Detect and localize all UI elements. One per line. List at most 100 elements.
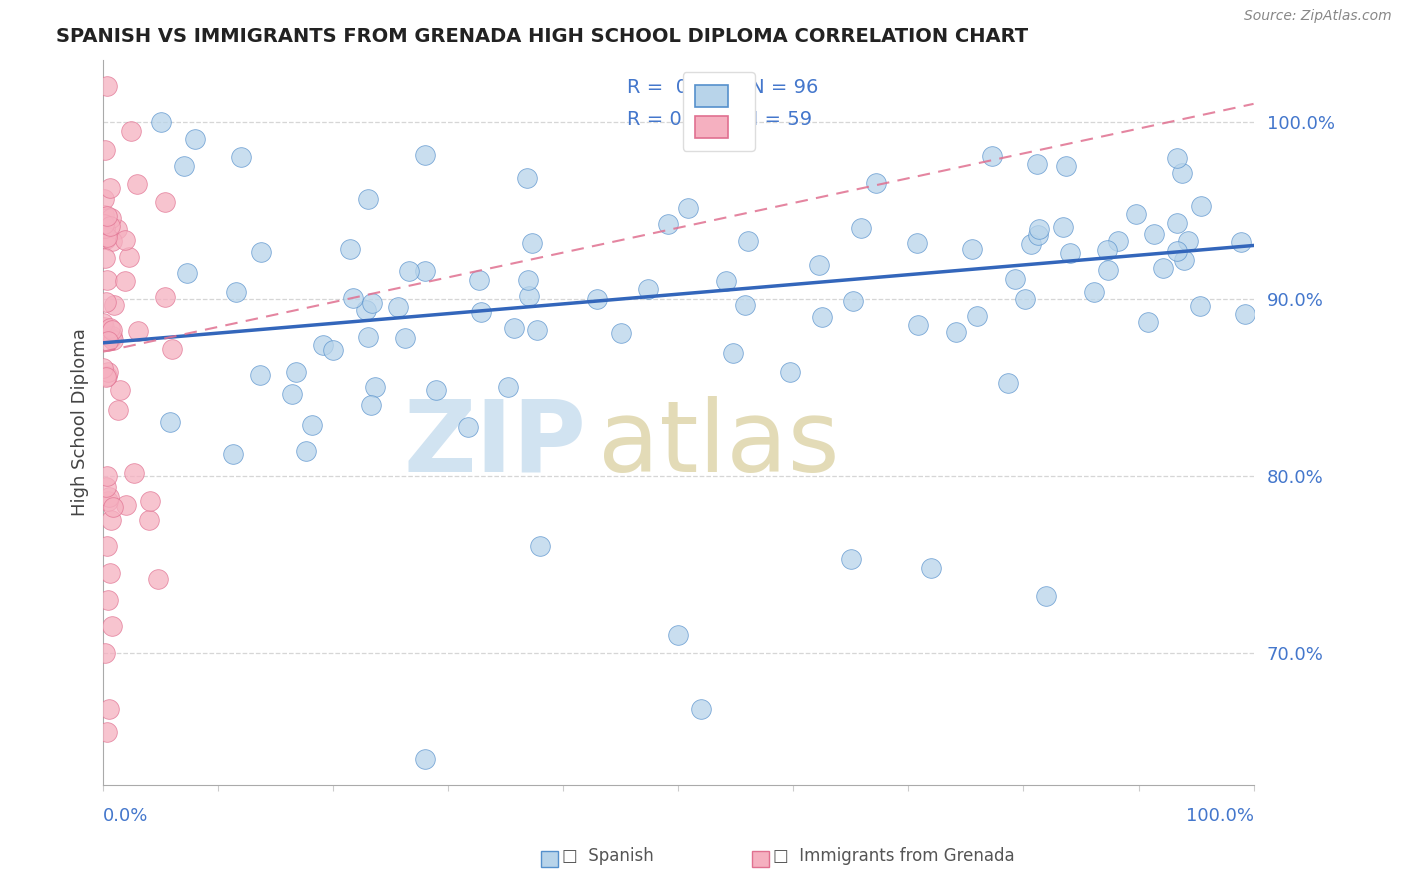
Point [94, 646, 117, 660]
Point [100, 323, 122, 337]
Point [966, 309, 988, 323]
Point [97, 365, 120, 379]
Point [361, 295, 384, 310]
Text: atlas: atlas [598, 396, 839, 492]
Point [520, 235, 543, 250]
Point [96, 540, 118, 554]
Point [609, 326, 631, 341]
Point [96, 79, 118, 94]
Point [312, 338, 335, 352]
Point [1234, 307, 1257, 321]
Point [339, 242, 361, 256]
Point [184, 132, 207, 146]
Point [1026, 157, 1049, 171]
Point [122, 466, 145, 480]
Point [98, 219, 121, 234]
Point [997, 376, 1019, 390]
Point [503, 320, 526, 334]
Point [1171, 166, 1194, 180]
Point [93, 192, 115, 206]
Point [526, 323, 548, 337]
Point [160, 343, 183, 357]
Point [529, 540, 551, 554]
Point [103, 298, 125, 312]
Point [1152, 260, 1174, 275]
Point [468, 273, 491, 287]
Point [811, 310, 834, 324]
Point [281, 387, 304, 401]
Point [457, 420, 479, 434]
Text: 0.0%: 0.0% [103, 806, 149, 824]
Point [101, 333, 124, 347]
Point [127, 177, 149, 191]
Point [96, 210, 118, 224]
Y-axis label: High School Diploma: High School Diploma [72, 328, 89, 516]
Text: □  Spanish: □ Spanish [562, 847, 654, 865]
Point [97, 592, 120, 607]
Point [1107, 234, 1129, 248]
Point [394, 331, 416, 345]
Point [100, 328, 122, 343]
Point [120, 124, 142, 138]
Point [1052, 220, 1074, 235]
Point [734, 298, 756, 312]
Point [225, 285, 247, 299]
Point [101, 619, 124, 633]
Point [146, 572, 169, 586]
Point [1019, 237, 1042, 252]
Point [842, 294, 865, 309]
Point [159, 415, 181, 429]
Point [1143, 227, 1166, 241]
Text: 100.0%: 100.0% [1185, 806, 1254, 824]
Point [96, 469, 118, 483]
Point [657, 217, 679, 231]
Point [127, 324, 149, 338]
Point [586, 292, 609, 306]
Point [96, 295, 118, 310]
Point [1166, 216, 1188, 230]
Point [1189, 199, 1212, 213]
Point [413, 147, 436, 161]
Point [221, 447, 243, 461]
Point [920, 560, 942, 574]
Point [301, 417, 323, 432]
Point [496, 380, 519, 394]
Point [1097, 243, 1119, 257]
Point [357, 330, 380, 344]
Point [865, 177, 887, 191]
Point [666, 628, 689, 642]
Point [100, 513, 122, 527]
Point [723, 345, 745, 359]
Point [849, 221, 872, 235]
Point [96, 725, 118, 739]
Point [1083, 285, 1105, 299]
Text: R =  0.148   N = 96: R = 0.148 N = 96 [627, 78, 818, 96]
Point [357, 192, 380, 206]
Point [1028, 222, 1050, 236]
Point [97, 334, 120, 348]
Text: ZIP: ZIP [404, 396, 586, 492]
Point [93, 361, 115, 376]
Point [413, 264, 436, 278]
Point [94, 232, 117, 246]
Point [364, 380, 387, 394]
Point [1054, 159, 1077, 173]
Point [93, 319, 115, 334]
Point [173, 159, 195, 173]
Point [637, 282, 659, 296]
Point [716, 274, 738, 288]
Point [100, 211, 122, 225]
Text: Source: ZipAtlas.com: Source: ZipAtlas.com [1244, 9, 1392, 23]
Point [96, 368, 118, 383]
Point [387, 300, 409, 314]
Point [110, 384, 132, 398]
Point [690, 702, 713, 716]
Point [945, 326, 967, 340]
Point [413, 752, 436, 766]
Point [98, 566, 121, 580]
Point [356, 303, 378, 318]
Point [516, 170, 538, 185]
Point [93, 252, 115, 266]
Point [155, 195, 177, 210]
Point [1173, 253, 1195, 268]
